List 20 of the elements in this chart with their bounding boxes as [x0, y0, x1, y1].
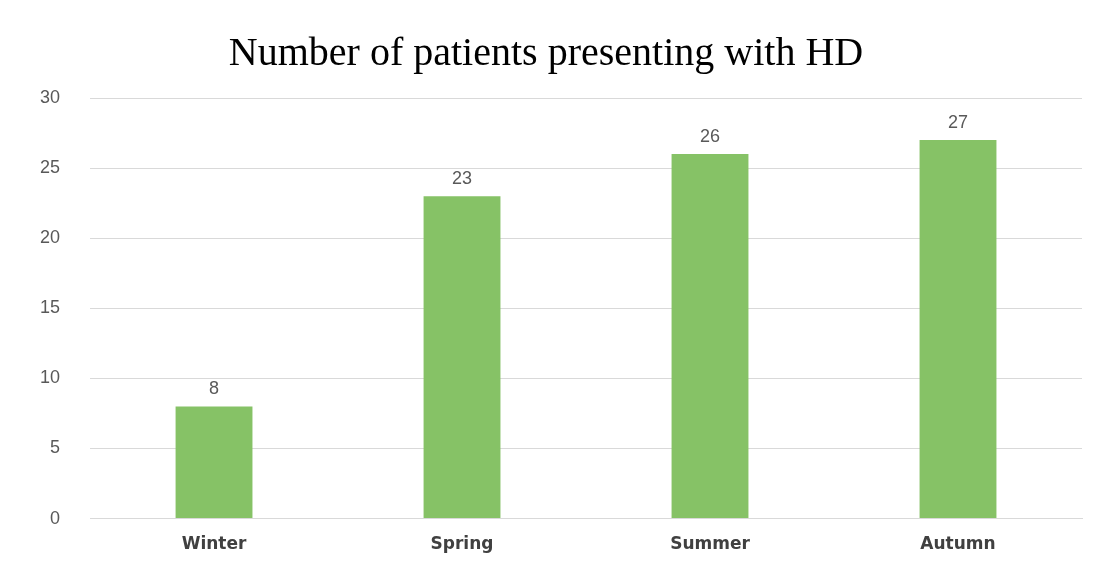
bar	[175, 406, 253, 519]
bar	[423, 196, 501, 519]
y-tick-label: 10	[39, 367, 61, 388]
y-tick-label: 30	[39, 86, 61, 107]
data-label: 8	[209, 378, 220, 399]
data-label: 27	[947, 112, 969, 133]
y-tick-label: 0	[50, 507, 61, 528]
data-label: 23	[452, 168, 473, 189]
y-tick-label: 15	[39, 297, 61, 318]
y-tick-label: 25	[39, 157, 61, 178]
x-tick-label: Summer	[670, 533, 751, 554]
y-tick-label: 20	[39, 227, 61, 248]
y-tick-label: 5	[50, 437, 61, 458]
bar	[671, 154, 749, 519]
x-tick-label: Spring	[430, 533, 494, 554]
bar	[919, 140, 997, 519]
x-tick-label: Winter	[181, 533, 247, 554]
x-tick-label: Autumn	[920, 533, 996, 554]
chart-title: Number of patients presenting with HD	[228, 28, 864, 74]
data-label: 26	[699, 126, 721, 147]
